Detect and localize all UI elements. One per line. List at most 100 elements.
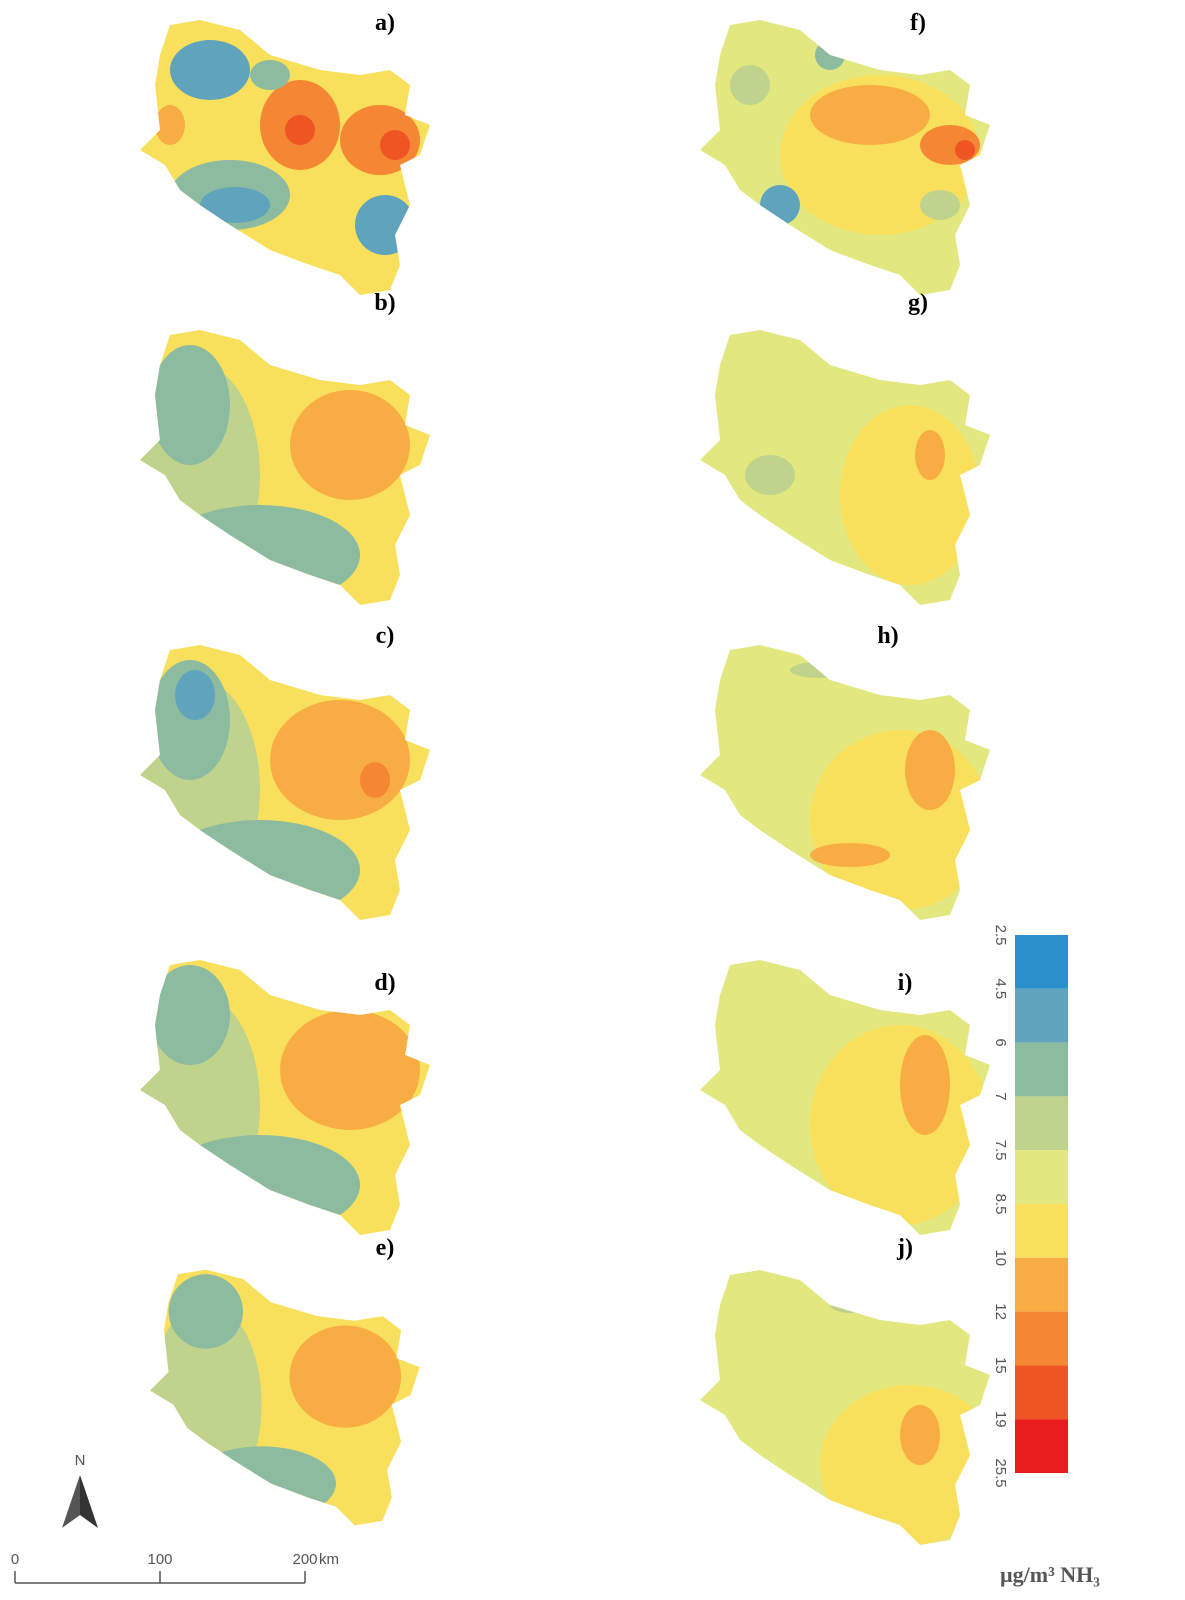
legend-tick-label: 25.5 bbox=[992, 1458, 1009, 1487]
legend-tick-label: 6 bbox=[992, 1038, 1009, 1046]
map-fill bbox=[700, 955, 1000, 1245]
map-zone bbox=[250, 60, 290, 90]
map-zone bbox=[170, 40, 250, 100]
map-panel bbox=[700, 640, 1000, 930]
legend-swatch bbox=[1015, 1150, 1068, 1204]
map-zone bbox=[187, 1446, 336, 1520]
map-panel bbox=[700, 955, 1000, 1245]
legend-swatch bbox=[1015, 989, 1068, 1043]
map-zone bbox=[160, 820, 360, 920]
map-fill bbox=[700, 640, 1000, 930]
map-zone bbox=[270, 700, 410, 820]
map-zone bbox=[200, 187, 270, 223]
map-zone bbox=[290, 1325, 402, 1427]
map-panel bbox=[140, 15, 440, 305]
legend-tick-label: 10 bbox=[992, 1249, 1009, 1266]
map-zone bbox=[285, 115, 315, 145]
scale-unit: km bbox=[319, 1551, 339, 1568]
map-fill bbox=[140, 15, 440, 305]
scale-tick-label: 200 bbox=[292, 1551, 317, 1568]
map-panel bbox=[700, 15, 1000, 305]
legend-swatch bbox=[1015, 1043, 1068, 1097]
map-panel bbox=[700, 1265, 1000, 1555]
map-zone bbox=[380, 130, 410, 160]
map-zone bbox=[810, 730, 990, 910]
legend-swatch bbox=[1015, 1096, 1068, 1150]
map-fill bbox=[140, 640, 440, 930]
map-zone bbox=[169, 1274, 243, 1348]
map-zone bbox=[955, 140, 975, 160]
maps: a) b) c) d) e) f) g) h) i) j) bbox=[140, 10, 1000, 1555]
map-zone bbox=[355, 195, 415, 255]
map-zone bbox=[150, 345, 230, 465]
map-zone bbox=[915, 430, 945, 480]
panel-label: h) bbox=[877, 623, 898, 649]
map-zone bbox=[155, 105, 185, 145]
map-zone bbox=[290, 390, 410, 500]
map-zone bbox=[830, 1297, 870, 1313]
map-fill bbox=[140, 325, 440, 615]
figure: a) b) c) d) e) f) g) h) i) j) 2.5 4.5 6 7 7.5 8.5 10 12 1… bbox=[0, 0, 1185, 1600]
legend-swatch bbox=[1015, 1204, 1068, 1258]
scale-tick-label: 100 bbox=[147, 1551, 172, 1568]
map-fill bbox=[700, 15, 1000, 305]
map-zone bbox=[900, 1405, 940, 1465]
map-zone bbox=[160, 1135, 360, 1235]
map-zone bbox=[905, 730, 955, 810]
map-panel bbox=[140, 640, 440, 930]
legend-tick-label: 8.5 bbox=[992, 1194, 1009, 1215]
panel-label: j) bbox=[896, 1235, 913, 1261]
legend: 2.5 4.5 6 7 7.5 8.5 10 12 15 19 25.5 bbox=[992, 925, 1068, 1488]
map-zone bbox=[920, 190, 960, 220]
legend-tick-label: 12 bbox=[992, 1303, 1009, 1320]
map-zone bbox=[760, 185, 800, 225]
panel-label: d) bbox=[374, 970, 395, 996]
legend-unit: µg/m³ NH₃ bbox=[1000, 1562, 1100, 1587]
map-panel bbox=[150, 1265, 429, 1535]
scale-tick-label: 0 bbox=[11, 1551, 19, 1568]
panel-label: i) bbox=[898, 970, 913, 996]
panel-label: a) bbox=[375, 10, 395, 36]
legend-tick-label: 4.5 bbox=[992, 978, 1009, 999]
map-panel bbox=[140, 325, 440, 615]
north-label: N bbox=[75, 1452, 86, 1469]
map-zone bbox=[900, 1035, 950, 1135]
map-zone bbox=[820, 1385, 1000, 1545]
map-panel bbox=[140, 955, 440, 1245]
map-zone bbox=[840, 405, 980, 585]
map-zone bbox=[160, 505, 360, 605]
map-fill bbox=[700, 1265, 1000, 1555]
panel-label: e) bbox=[376, 1235, 395, 1261]
north-arrow: N bbox=[62, 1452, 98, 1528]
map-zone bbox=[730, 65, 770, 105]
map-zone bbox=[175, 670, 215, 720]
map-zone bbox=[790, 662, 850, 678]
map-zone bbox=[810, 843, 890, 867]
map-fill bbox=[150, 1265, 429, 1535]
map-zone bbox=[360, 762, 390, 798]
panel-label: f) bbox=[910, 10, 926, 36]
map-zone bbox=[745, 455, 795, 495]
map-zone bbox=[810, 85, 930, 145]
legend-tick-label: 15 bbox=[992, 1357, 1009, 1374]
map-fill bbox=[700, 325, 1000, 615]
panel-label: b) bbox=[374, 290, 395, 316]
panel-label: c) bbox=[376, 623, 395, 649]
map-fill bbox=[140, 955, 440, 1245]
map-zone bbox=[150, 965, 230, 1065]
legend-tick-label: 19 bbox=[992, 1411, 1009, 1428]
legend-swatch bbox=[1015, 1419, 1068, 1473]
map-zone bbox=[280, 1010, 420, 1130]
legend-swatch bbox=[1015, 1365, 1068, 1419]
legend-swatch bbox=[1015, 935, 1068, 989]
legend-tick-label: 7 bbox=[992, 1092, 1009, 1100]
map-panel bbox=[700, 325, 1000, 615]
legend-swatch bbox=[1015, 1312, 1068, 1366]
legend-tick-label: 2.5 bbox=[992, 925, 1009, 946]
map-zone bbox=[815, 40, 845, 70]
map-zone bbox=[810, 1025, 990, 1225]
panel-label: g) bbox=[908, 290, 928, 316]
legend-tick-label: 7.5 bbox=[992, 1140, 1009, 1161]
legend-swatch bbox=[1015, 1258, 1068, 1312]
